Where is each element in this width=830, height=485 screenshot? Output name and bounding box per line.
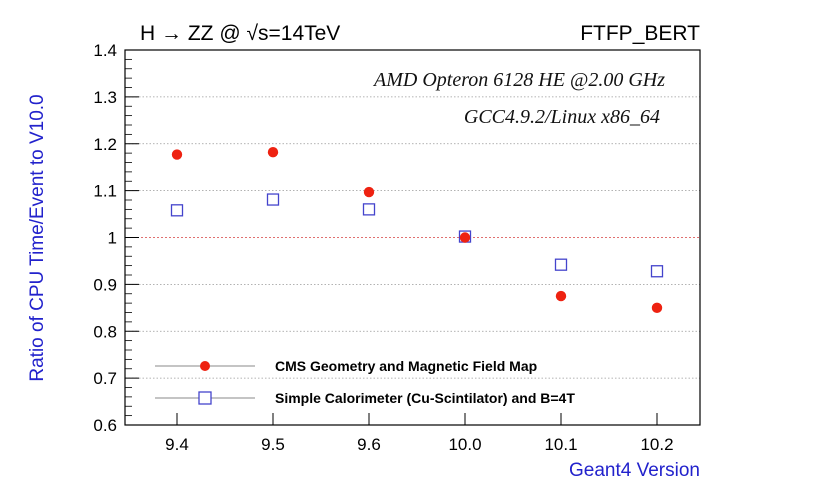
annotation-compiler: GCC4.9.2/Linux x86_64 [464,106,660,128]
annotation-cpu: AMD Opteron 6128 HE @2.00 GHz [372,69,665,91]
y-tick-label: 1.4 [93,41,117,60]
y-axis-label: Ratio of CPU Time/Event to V10.0 [27,94,48,381]
x-tick-label: 9.4 [165,435,189,454]
chart-title-right: FTFP_BERT [580,22,700,45]
data-point-cms [267,146,279,158]
y-tick-label: 0.6 [93,416,117,435]
x-tick-label: 10.0 [448,435,481,454]
chart-title-left: H → ZZ @ √s=14TeV [140,22,340,45]
y-tick-label: 0.7 [93,369,117,388]
data-point-cms [363,186,375,198]
x-axis-ticks: 9.4 9.5 9.6 10.0 10.1 10.2 [165,413,674,454]
data-point-calorimeter [650,265,664,278]
y-tick-label: 0.8 [93,322,117,341]
data-point-calorimeter [362,203,376,216]
y-tick-label: 1.3 [93,88,117,107]
y-tick-label: 1 [108,229,117,248]
y-tick-label: 1.1 [93,182,117,201]
data-point-calorimeter [170,204,184,217]
data-point-calorimeter [554,258,568,271]
y-tick-label: 0.9 [93,275,117,294]
data-points [170,146,664,314]
data-point-calorimeter [266,193,280,206]
legend-marker-cms [200,361,210,371]
legend-marker-calorimeter [198,391,212,405]
legend-label-calorimeter: Simple Calorimeter (Cu-Scintilator) and … [275,390,575,406]
data-point-cms [651,302,663,314]
grid-lines [125,96,700,379]
data-point-cms [459,232,471,243]
data-point-cms [171,149,183,160]
x-tick-label: 10.2 [640,435,673,454]
legend: CMS Geometry and Magnetic Field Map Simp… [155,358,575,406]
x-axis-label: Geant4 Version [569,460,700,481]
legend-label-cms: CMS Geometry and Magnetic Field Map [275,358,537,374]
y-axis-ticks: 0.6 0.7 0.8 0.9 1 1.1 1.2 1.3 1.4 [93,41,139,435]
x-tick-label: 10.1 [544,435,577,454]
y-tick-label: 1.2 [93,135,117,154]
data-point-cms [555,290,567,302]
x-tick-label: 9.6 [357,435,381,454]
x-tick-label: 9.5 [261,435,285,454]
